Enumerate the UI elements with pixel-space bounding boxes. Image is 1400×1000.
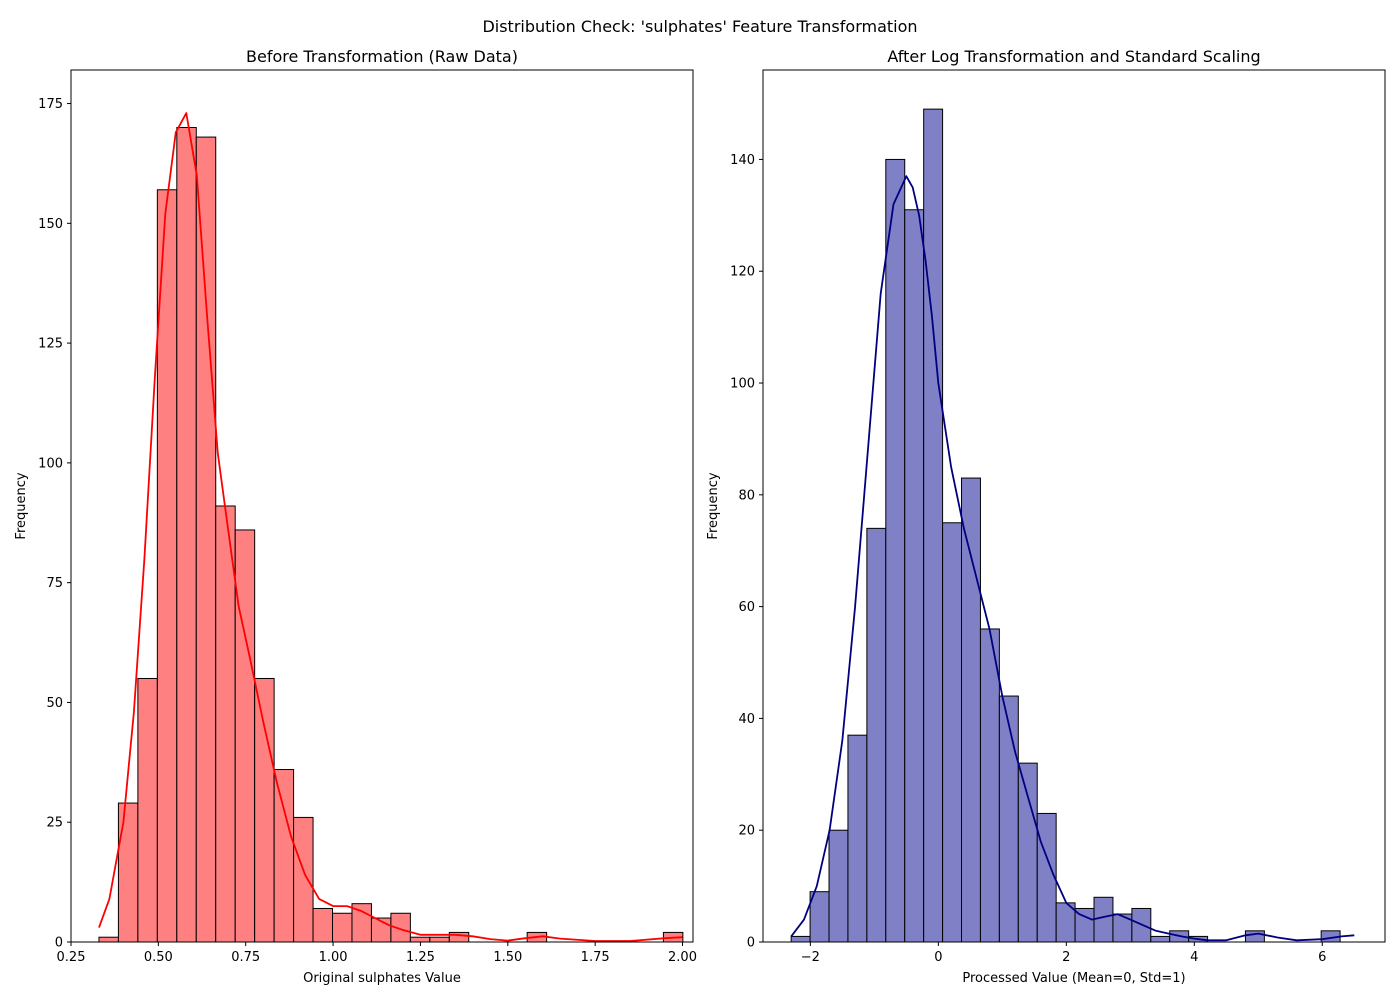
panel-1-bar: [273, 769, 295, 943]
panel-1-y-tick-label: 150: [38, 217, 63, 232]
panel-2-bar: [790, 935, 811, 943]
panel-2-bar: [1017, 762, 1038, 943]
panel-1-x-tick-label: 0.50: [144, 950, 173, 965]
panel-1-bar: [98, 936, 119, 943]
panel-2-bar: [1093, 896, 1114, 943]
panel-1-x-tick-label: 1.25: [406, 950, 435, 965]
panel-1-bar: [312, 907, 334, 943]
panel-2-bar: [1244, 930, 1265, 943]
panel-2-x-tick-label: −2: [801, 950, 820, 965]
panel-2-bar: [904, 209, 925, 943]
panel-1-bar: [117, 802, 139, 943]
panel-2-x-tick-label: 2: [1062, 950, 1070, 965]
panel-2-y-label: Frequency: [706, 472, 721, 539]
panel-2-y-tick-label: 0: [747, 936, 755, 951]
panel-1-x-tick-label: 1.00: [319, 950, 348, 965]
panel-1-y-tick-label: 0: [55, 936, 63, 951]
panel-1-x-tick-label: 2.00: [668, 950, 697, 965]
panel-2-bar: [979, 628, 1000, 943]
panel-2-y-tick-label: 120: [730, 265, 755, 280]
panel-1-kde-line: [98, 112, 683, 942]
panel-1-axes-frame: [70, 69, 694, 943]
panel-2-bar: [866, 527, 887, 943]
panel-1-y-tick-label: 25: [46, 816, 63, 831]
panel-2-bar: [961, 477, 981, 943]
panel-2-y-tick-label: 140: [730, 153, 755, 168]
panel-2-bar: [1150, 935, 1171, 943]
panel-2-bar: [885, 158, 906, 943]
panel-1-x-label: Original sulphates Value: [303, 971, 461, 986]
panel-2-bar: [847, 734, 868, 943]
panel-2-x-label: Processed Value (Mean=0, Std=1): [962, 971, 1185, 986]
panel-2-axes-frame: [762, 69, 1386, 943]
panel-1-x-tick-label: 1.75: [581, 950, 610, 965]
panel-2-bar: [809, 891, 830, 943]
panel-1-y-tick-label: 75: [46, 576, 63, 591]
panel-2-bar: [923, 108, 944, 943]
panel-1-bar: [293, 816, 314, 943]
panel-2-y-tick-label: 20: [738, 824, 755, 839]
panel-1-title: Before Transformation (Raw Data): [246, 47, 518, 66]
panel-1-x-tick-label: 0.75: [231, 950, 260, 965]
panel-1-bar: [409, 936, 431, 943]
panel-2-bar: [998, 695, 1019, 943]
panel-2-y-tick-label: 80: [738, 488, 755, 503]
panel-1-y-tick-label: 50: [46, 696, 63, 711]
panel-1-bar: [195, 136, 217, 943]
panel-2-y-tick-label: 100: [730, 377, 755, 392]
panel-1-bar: [176, 126, 197, 943]
panel-1-y-tick-label: 175: [38, 97, 63, 112]
panel-1-y-tick-label: 125: [38, 337, 63, 352]
panel-2-y-tick-label: 40: [738, 712, 755, 727]
panel-2-x-tick-label: 6: [1318, 950, 1326, 965]
panel-2-bar: [828, 829, 849, 943]
panel-2-bar: [942, 522, 963, 943]
panel-2-x-tick-label: 0: [934, 950, 942, 965]
panel-1-x-tick-label: 1.50: [493, 950, 522, 965]
panel-1-bar: [234, 529, 256, 943]
panel-1-bar: [137, 677, 158, 943]
panel-1-bar: [448, 931, 470, 943]
panel-2-title: After Log Transformation and Standard Sc…: [887, 47, 1260, 66]
panel-2-bar: [1036, 812, 1057, 943]
panel-1-bar: [215, 505, 236, 943]
figure-title: Distribution Check: 'sulphates' Feature …: [482, 17, 918, 36]
panel-1-y-tick-label: 100: [38, 456, 63, 471]
panel-1-bar: [429, 936, 450, 943]
panel-1-bar: [332, 912, 353, 943]
panel-1-y-label: Frequency: [14, 472, 29, 539]
panel-2-y-tick-label: 60: [738, 600, 755, 615]
panel-2-x-tick-label: 4: [1190, 950, 1198, 965]
panel-2-kde-line: [790, 175, 1355, 942]
panel-1-bar: [254, 677, 275, 943]
panel-1-x-tick-label: 0.25: [57, 950, 86, 965]
